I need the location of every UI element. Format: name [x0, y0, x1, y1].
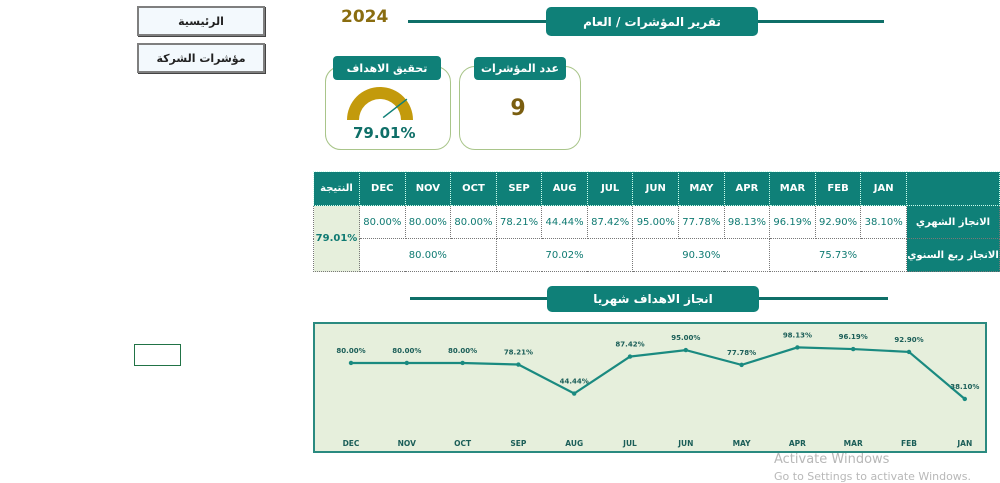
data-label: 77.78%	[727, 349, 756, 357]
data-point	[404, 360, 409, 366]
data-point	[516, 362, 521, 367]
month-header: SEP	[495, 171, 543, 206]
data-point	[683, 347, 688, 353]
monthly-value: 44.44%	[541, 205, 588, 239]
data-point	[572, 391, 577, 396]
month-header: JAN	[860, 171, 907, 206]
quarterly-value: 75.73%	[769, 238, 907, 272]
quarterly-value: 90.30%	[632, 238, 771, 272]
gauge-needle	[382, 98, 408, 119]
month-header: JUN	[632, 171, 680, 206]
x-tick-label: OCT	[454, 439, 472, 448]
data-point	[906, 349, 912, 355]
quarterly-value: 70.02%	[495, 238, 634, 272]
achievement-value: 79.01%	[353, 124, 416, 142]
page-title: تقرير المؤشرات / العام	[546, 7, 758, 36]
monthly-value: 80.00%	[404, 205, 452, 239]
data-point	[348, 360, 354, 366]
x-tick-label: NOV	[398, 439, 416, 448]
x-tick-label: APR	[789, 439, 806, 448]
data-label: 44.44%	[560, 378, 589, 386]
selected-cell[interactable]	[134, 344, 181, 366]
month-header: AUG	[541, 171, 588, 206]
series-line	[351, 346, 966, 400]
year-label: 2024	[341, 7, 389, 27]
monthly-value: 80.00%	[359, 205, 406, 239]
x-tick-label: SEP	[510, 439, 527, 448]
quarterly-value: 80.00%	[359, 238, 497, 272]
month-header: MAR	[769, 171, 816, 206]
data-label: 80.00%	[336, 347, 365, 355]
data-point	[962, 396, 967, 402]
data-point	[627, 354, 633, 359]
monthly-value: 78.21%	[495, 205, 543, 239]
data-label: 80.00%	[448, 347, 477, 355]
x-tick-label: DEC	[343, 439, 360, 448]
row-label-header	[906, 171, 1000, 206]
monthly-value: 95.00%	[632, 205, 680, 239]
monthly-value: 77.78%	[678, 205, 725, 239]
month-header: MAY	[678, 171, 725, 206]
data-point	[851, 346, 856, 352]
data-label: 87.42%	[615, 341, 644, 349]
x-tick-label: JAN	[956, 439, 972, 448]
monthly-value: 96.19%	[769, 205, 816, 239]
data-label: 96.19%	[839, 333, 868, 341]
month-header: FEB	[814, 171, 862, 206]
data-point	[460, 360, 465, 366]
data-label: 80.00%	[392, 347, 421, 355]
x-tick-label: JUN	[677, 439, 693, 448]
month-header: NOV	[404, 171, 452, 206]
data-label: 92.90%	[894, 336, 923, 344]
gauge-arc	[347, 87, 413, 120]
x-tick-label: FEB	[901, 439, 917, 448]
achievement-gauge	[347, 87, 413, 120]
chart-area	[313, 322, 987, 453]
watermark-line1: Activate Windows	[774, 452, 890, 467]
data-label: 38.10%	[950, 383, 979, 391]
month-header: OCT	[450, 171, 497, 206]
data-point	[739, 362, 744, 368]
result-header: النتيجة	[313, 171, 360, 206]
result-value: 79.01%	[313, 205, 360, 272]
data-label: 95.00%	[671, 334, 700, 342]
monthly-value: 38.10%	[860, 205, 907, 239]
data-label: 78.21%	[504, 349, 533, 357]
kpi-table: النتيجة DEC NOV OCT SEP AUG JUL JUN MAY APR MAR FEB…	[313, 171, 1000, 272]
month-header: JUL	[586, 171, 634, 206]
kpi-count-value: 9	[510, 96, 526, 121]
home-button[interactable]: الرئيسية	[137, 6, 265, 36]
x-tick-label: AUG	[565, 439, 583, 448]
monthly-value: 98.13%	[723, 205, 771, 239]
month-header: DEC	[359, 171, 406, 206]
month-header: APR	[723, 171, 771, 206]
x-tick-label: MAR	[844, 439, 863, 448]
chart-title: انجاز الاهداف شهريا	[547, 286, 759, 312]
achievement-card-title: تحقيق الاهداف	[333, 56, 441, 80]
x-tick-label: JUL	[622, 439, 637, 448]
company-kpis-button[interactable]: مؤشرات الشركة	[137, 43, 265, 73]
x-tick-label: MAY	[733, 439, 752, 448]
monthly-value: 87.42%	[586, 205, 634, 239]
data-label: 98.13%	[783, 331, 812, 339]
kpi-count-title: عدد المؤشرات	[474, 57, 566, 80]
data-point	[795, 345, 800, 350]
quarterly-row-label: الانجاز ربع السنوي	[906, 238, 1000, 272]
watermark-line2: Go to Settings to activate Windows.	[774, 470, 972, 483]
